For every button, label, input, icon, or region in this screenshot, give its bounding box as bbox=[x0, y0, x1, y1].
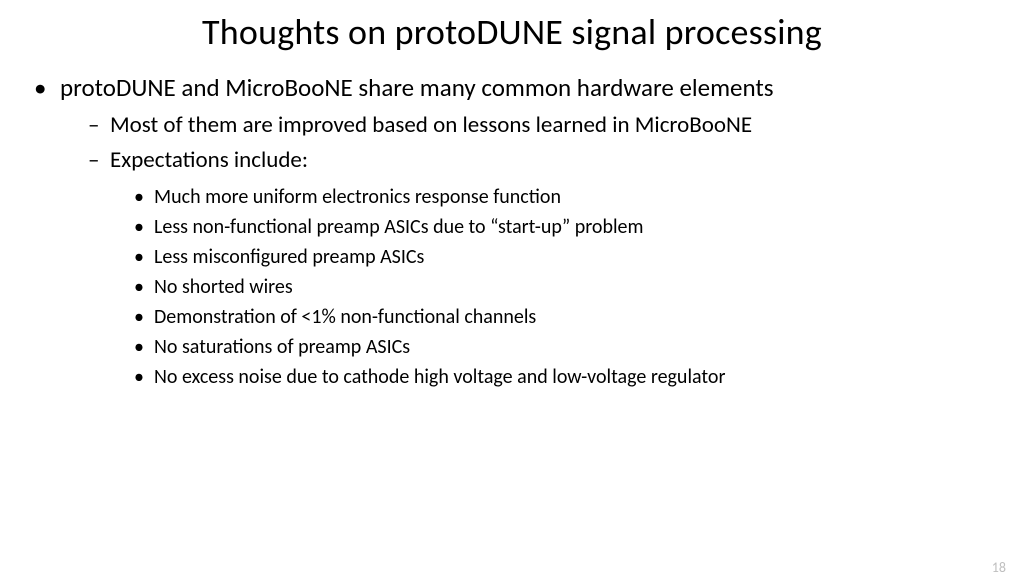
list-item-text: Much more uniform electronics response f… bbox=[154, 182, 934, 212]
list-item: Less misconfigured preamp ASICs bbox=[134, 242, 984, 272]
list-item: No saturations of preamp ASICs bbox=[134, 332, 984, 362]
page-number: 18 bbox=[992, 559, 1006, 576]
list-item-text: Less misconfigured preamp ASICs bbox=[154, 242, 934, 272]
list-item-text: protoDUNE and MicroBooNE share many comm… bbox=[60, 72, 940, 104]
list-item: Most of them are improved based on lesso… bbox=[88, 110, 984, 141]
list-item-text: Expectations include: bbox=[110, 145, 940, 176]
slide-content: protoDUNE and MicroBooNE share many comm… bbox=[0, 72, 1024, 392]
list-item-text: No shorted wires bbox=[154, 272, 934, 302]
bullet-list-lvl1: protoDUNE and MicroBooNE share many comm… bbox=[40, 72, 984, 392]
list-item-text: Demonstration of <1% non-functional chan… bbox=[154, 302, 934, 332]
bullet-list-lvl2: Most of them are improved based on lesso… bbox=[88, 110, 984, 392]
list-item: protoDUNE and MicroBooNE share many comm… bbox=[40, 72, 984, 392]
bullet-list-lvl3: Much more uniform electronics response f… bbox=[134, 182, 984, 392]
list-item: Expectations include: Much more uniform … bbox=[88, 145, 984, 392]
slide: Thoughts on protoDUNE signal processing … bbox=[0, 10, 1024, 576]
list-item: Less non-functional preamp ASICs due to … bbox=[134, 212, 984, 242]
list-item: Much more uniform electronics response f… bbox=[134, 182, 984, 212]
list-item-text: Less non-functional preamp ASICs due to … bbox=[154, 212, 934, 242]
slide-title: Thoughts on protoDUNE signal processing bbox=[0, 10, 1024, 54]
list-item: No shorted wires bbox=[134, 272, 984, 302]
list-item: Demonstration of <1% non-functional chan… bbox=[134, 302, 984, 332]
list-item-text: Most of them are improved based on lesso… bbox=[110, 110, 940, 141]
list-item-text: No excess noise due to cathode high volt… bbox=[154, 362, 934, 392]
list-item: No excess noise due to cathode high volt… bbox=[134, 362, 984, 392]
list-item-text: No saturations of preamp ASICs bbox=[154, 332, 934, 362]
